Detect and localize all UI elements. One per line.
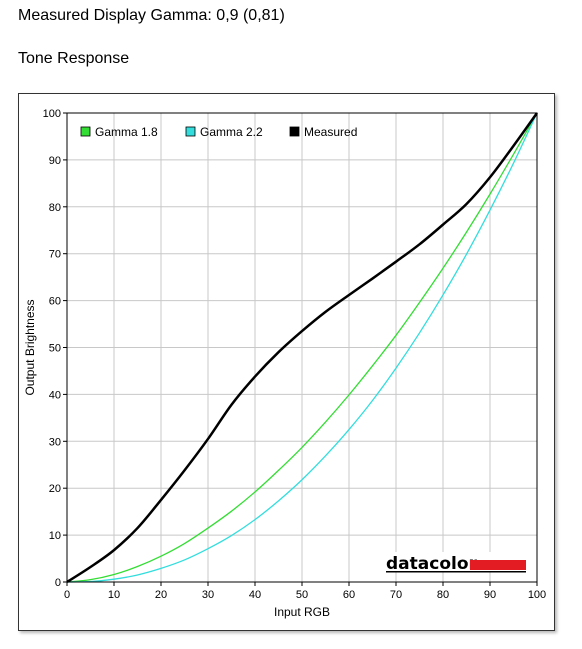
chart-legend: Gamma 1.8 Gamma 2.2 Measured	[80, 125, 357, 139]
legend-label-gamma-1-8: Gamma 1.8	[95, 125, 158, 139]
chart-series	[66, 112, 539, 584]
y-tick-label: 90	[49, 155, 61, 167]
logo-text: datacolor	[386, 554, 478, 574]
x-tick-label: 10	[108, 589, 120, 601]
y-tick-label: 0	[55, 577, 61, 589]
legend-swatch-measured	[289, 126, 300, 137]
section-title: Tone Response	[18, 50, 130, 67]
chart-grid	[66, 112, 538, 583]
y-tick-label: 100	[43, 108, 61, 120]
series-line-gamma-1-8	[66, 112, 538, 583]
plot-border	[66, 112, 538, 583]
y-axis-label: Output Brightness	[23, 299, 37, 395]
logo-bar	[470, 560, 526, 570]
legend-swatch-gamma-2-2	[185, 126, 196, 137]
y-tick-label: 70	[49, 249, 61, 261]
legend-label-gamma-2-2: Gamma 2.2	[200, 125, 263, 139]
measured-gamma-heading: Measured Display Gamma: 0,9 (0,81)	[18, 7, 285, 24]
x-tick-label: 0	[64, 589, 70, 601]
series-line-gamma-2-2	[66, 112, 538, 583]
y-tick-label: 80	[49, 202, 61, 214]
x-tick-label: 60	[343, 589, 355, 601]
legend-label-measured: Measured	[304, 125, 357, 139]
x-tick-label: 100	[528, 589, 546, 601]
y-tick-label: 30	[49, 436, 61, 448]
chart-ticks: 0 10 20 30 40 50 60 70 80 90 100 0 10 20 30 40 50 60 70 80 9…	[43, 108, 547, 601]
datacolor-logo: datacolor	[383, 552, 527, 574]
x-tick-label: 50	[296, 589, 308, 601]
x-tick-label: 30	[202, 589, 214, 601]
y-tick-label: 60	[49, 296, 61, 308]
x-tick-label: 70	[390, 589, 402, 601]
legend-swatch-gamma-1-8	[80, 126, 91, 137]
x-axis-label: Input RGB	[274, 605, 330, 619]
y-tick-label: 50	[49, 343, 61, 355]
y-tick-label: 40	[49, 389, 61, 401]
x-tick-label: 80	[437, 589, 449, 601]
y-tick-label: 20	[49, 483, 61, 495]
x-tick-label: 40	[249, 589, 261, 601]
x-tick-label: 20	[155, 589, 167, 601]
y-tick-label: 10	[49, 530, 61, 542]
series-line-measured	[66, 112, 539, 584]
x-tick-label: 90	[484, 589, 496, 601]
